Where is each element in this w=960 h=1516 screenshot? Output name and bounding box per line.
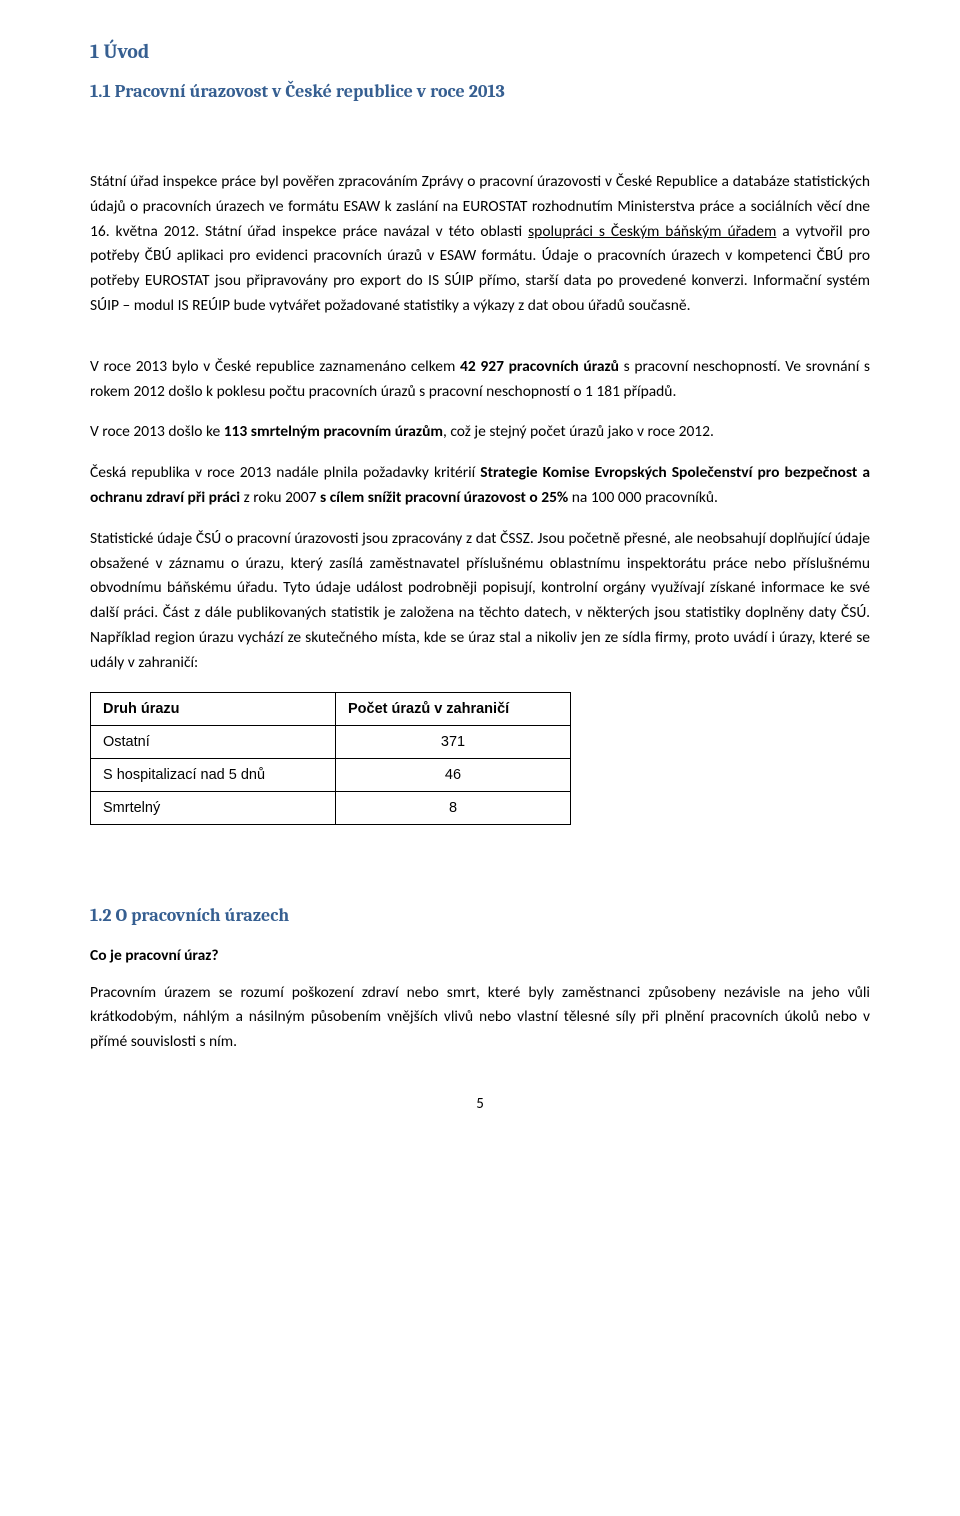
table-row: Ostatní 371	[91, 725, 571, 758]
spacer	[90, 335, 870, 355]
paragraph-intro: Státní úřad inspekce práce byl pověřen z…	[90, 170, 870, 319]
table-cell-label: S hospitalizací nad 5 dnů	[91, 758, 336, 791]
table-row: S hospitalizací nad 5 dnů 46	[91, 758, 571, 791]
text-run: V roce 2013 došlo ke	[90, 422, 224, 441]
page-container: 1 Úvod 1.1 Pracovní úrazovost v České re…	[0, 0, 960, 1153]
spacer	[90, 130, 870, 170]
paragraph-strategy: Česká republika v roce 2013 nadále plnil…	[90, 461, 870, 511]
table-header-row: Druh úrazu Počet úrazů v zahraničí	[91, 692, 571, 725]
heading-1-uvod: 1 Úvod	[90, 40, 870, 63]
bold-text: 42 927 pracovních úrazů	[460, 357, 619, 376]
question-co-je: Co je pracovní úraz?	[90, 946, 870, 965]
table-cell-value: 8	[336, 791, 571, 824]
text-run: Česká republika v roce 2013 nadále plnil…	[90, 463, 480, 482]
table-cell-label: Smrtelný	[91, 791, 336, 824]
paragraph-definition: Pracovním úrazem se rozumí poškození zdr…	[90, 981, 870, 1055]
text-run: , což je stejný počet úrazů jako v roce …	[443, 422, 714, 441]
table-header-pocet: Počet úrazů v zahraničí	[336, 692, 571, 725]
heading-1-2: 1.2 O pracovních úrazech	[90, 905, 870, 926]
underlined-text: spolupráci s Českým báňským úřadem	[528, 222, 776, 241]
paragraph-csu: Statistické údaje ČSÚ o pracovní úrazovo…	[90, 527, 870, 676]
table-cell-label: Ostatní	[91, 725, 336, 758]
table-cell-value: 46	[336, 758, 571, 791]
table-header-druh: Druh úrazu	[91, 692, 336, 725]
paragraph-fatal: V roce 2013 došlo ke 113 smrtelným praco…	[90, 420, 870, 445]
bold-text: s cílem snížit pracovní úrazovost o 25%	[320, 488, 568, 507]
heading-1-1: 1.1 Pracovní úrazovost v České republice…	[90, 81, 870, 102]
table-row: Smrtelný 8	[91, 791, 571, 824]
text-run: na 100 000 pracovníků.	[568, 488, 718, 507]
text-run: z roku 2007	[240, 488, 320, 507]
text-run: V roce 2013 bylo v České republice zazna…	[90, 357, 460, 376]
table-urazy-zahranici: Druh úrazu Počet úrazů v zahraničí Ostat…	[90, 692, 571, 825]
page-number: 5	[90, 1095, 870, 1113]
table-cell-value: 371	[336, 725, 571, 758]
paragraph-stats-2013: V roce 2013 bylo v České republice zazna…	[90, 355, 870, 405]
bold-text: 113 smrtelným pracovním úrazům	[224, 422, 443, 441]
